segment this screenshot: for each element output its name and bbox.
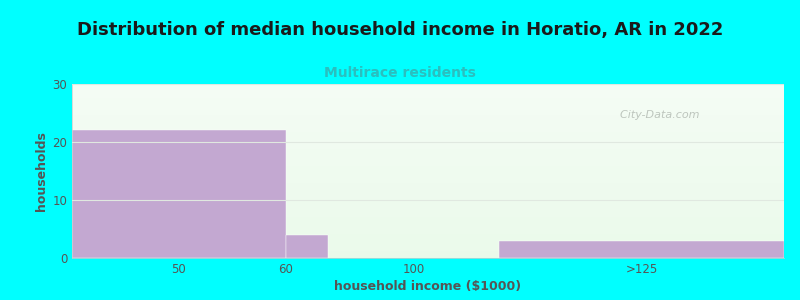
Bar	[72, 130, 286, 258]
Bar	[499, 241, 784, 258]
Text: Distribution of median household income in Horatio, AR in 2022: Distribution of median household income …	[77, 21, 723, 39]
Bar	[286, 235, 328, 258]
Y-axis label: households: households	[35, 131, 48, 211]
Text: City-Data.com: City-Data.com	[613, 110, 699, 120]
X-axis label: household income ($1000): household income ($1000)	[334, 280, 522, 293]
Text: Multirace residents: Multirace residents	[324, 66, 476, 80]
